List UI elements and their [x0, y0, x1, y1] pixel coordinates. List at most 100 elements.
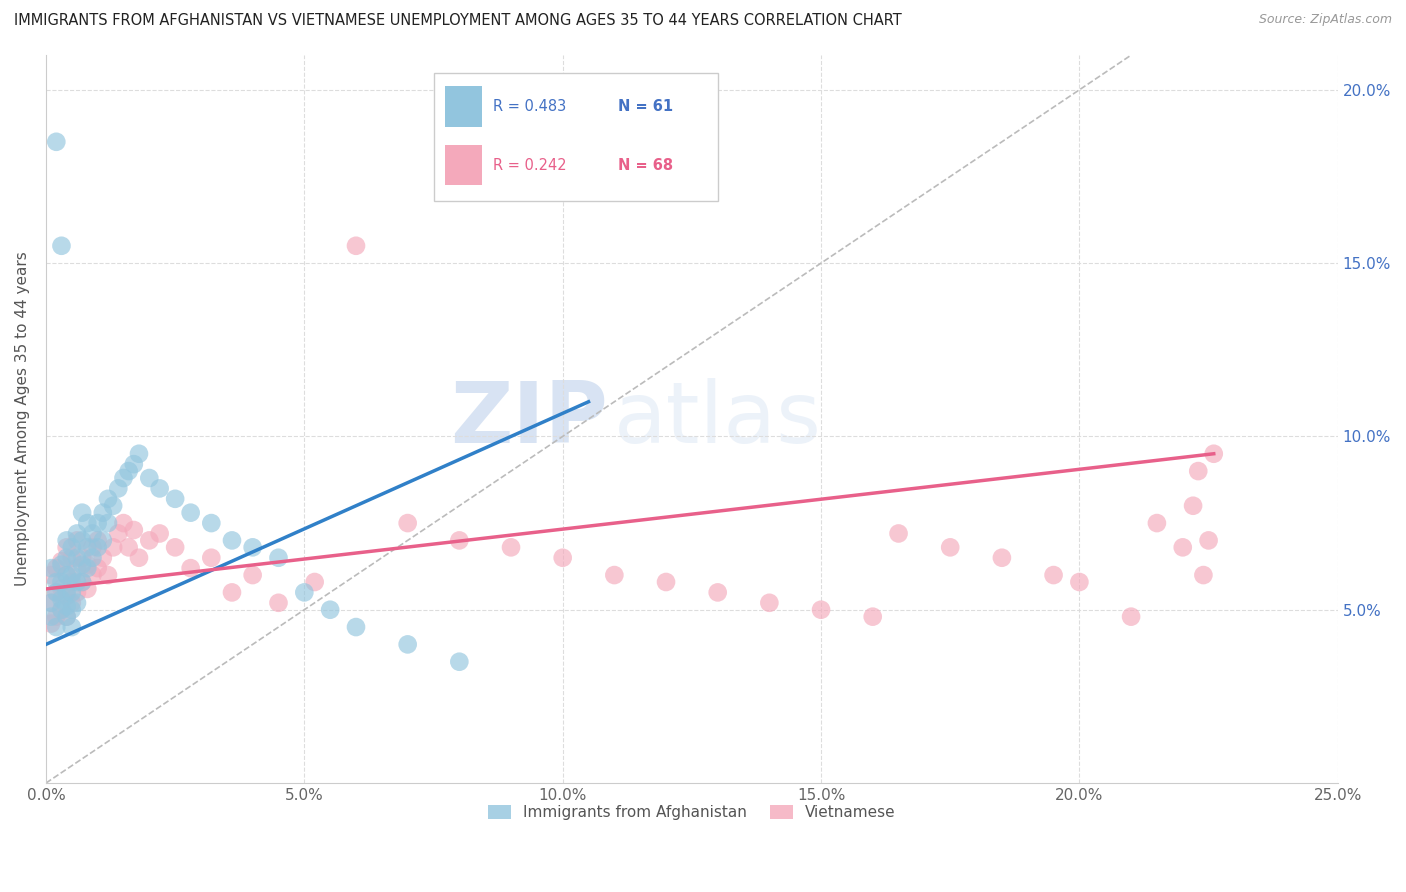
Point — [70, 533, 93, 548]
Point — [200, 550, 222, 565]
Point — [1119, 609, 1142, 624]
Point — [107, 482, 129, 496]
Point — [128, 447, 150, 461]
Point — [499, 541, 522, 555]
Point — [117, 541, 139, 555]
Point — [1146, 516, 1168, 530]
Point — [39, 596, 62, 610]
Point — [267, 550, 290, 565]
Point — [55, 599, 77, 614]
Point — [97, 516, 120, 530]
Point — [45, 609, 67, 624]
Point — [101, 499, 124, 513]
Point — [39, 616, 62, 631]
Point — [60, 550, 83, 565]
Point — [55, 585, 77, 599]
Point — [1182, 499, 1205, 513]
Point — [76, 541, 98, 555]
Point — [1187, 464, 1209, 478]
Point — [1202, 447, 1225, 461]
Point — [70, 558, 93, 572]
Point — [655, 574, 678, 589]
Point — [55, 541, 77, 555]
Point — [91, 550, 114, 565]
Point — [66, 596, 89, 610]
Point — [1069, 574, 1091, 589]
Point — [76, 561, 98, 575]
Point — [344, 239, 367, 253]
Point — [991, 550, 1014, 565]
Point — [45, 135, 67, 149]
Point — [51, 558, 73, 572]
Point — [91, 533, 114, 548]
Point — [76, 558, 98, 572]
Point — [117, 464, 139, 478]
Point — [55, 609, 77, 624]
Point — [112, 516, 135, 530]
Point — [55, 533, 77, 548]
Point — [55, 609, 77, 624]
Point — [60, 568, 83, 582]
Point — [86, 541, 108, 555]
Point — [82, 526, 104, 541]
Point — [1042, 568, 1064, 582]
Point — [76, 516, 98, 530]
Text: atlas: atlas — [614, 377, 823, 460]
Point — [221, 533, 243, 548]
Point — [449, 533, 471, 548]
Point — [242, 541, 264, 555]
Point — [66, 574, 89, 589]
Point — [51, 554, 73, 568]
Point — [60, 620, 83, 634]
Point — [76, 582, 98, 596]
Point — [66, 550, 89, 565]
Point — [138, 533, 160, 548]
Point — [55, 550, 77, 565]
Point — [70, 506, 93, 520]
Point — [122, 457, 145, 471]
Point — [603, 568, 626, 582]
Point — [82, 568, 104, 582]
Point — [810, 603, 832, 617]
Point — [66, 533, 89, 548]
Point — [39, 609, 62, 624]
Point — [45, 574, 67, 589]
Point — [51, 574, 73, 589]
Point — [55, 568, 77, 582]
Point — [862, 609, 884, 624]
Point — [1192, 568, 1215, 582]
Point — [551, 550, 574, 565]
Point — [122, 523, 145, 537]
Point — [60, 596, 83, 610]
Point — [107, 526, 129, 541]
Point — [449, 655, 471, 669]
Point — [758, 596, 780, 610]
Point — [45, 561, 67, 575]
Point — [396, 637, 419, 651]
Text: IMMIGRANTS FROM AFGHANISTAN VS VIETNAMESE UNEMPLOYMENT AMONG AGES 35 TO 44 YEARS: IMMIGRANTS FROM AFGHANISTAN VS VIETNAMES… — [14, 13, 901, 29]
Point — [51, 592, 73, 607]
Point — [319, 603, 342, 617]
Point — [39, 596, 62, 610]
Point — [51, 603, 73, 617]
Point — [60, 541, 83, 555]
Point — [97, 568, 120, 582]
Point — [55, 568, 77, 582]
Point — [292, 585, 315, 599]
Point — [149, 482, 172, 496]
Point — [70, 550, 93, 565]
Point — [66, 561, 89, 575]
Point — [101, 541, 124, 555]
Point — [1198, 533, 1220, 548]
Point — [165, 491, 187, 506]
Point — [180, 506, 202, 520]
Point — [82, 550, 104, 565]
Point — [51, 582, 73, 596]
Point — [706, 585, 728, 599]
Point — [45, 585, 67, 599]
Text: Source: ZipAtlas.com: Source: ZipAtlas.com — [1258, 13, 1392, 27]
Point — [45, 620, 67, 634]
Point — [55, 589, 77, 603]
Point — [149, 526, 172, 541]
Point — [45, 585, 67, 599]
